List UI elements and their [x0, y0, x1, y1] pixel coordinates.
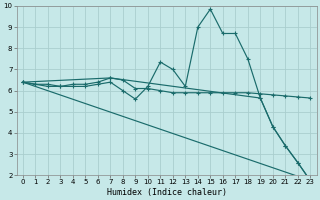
- X-axis label: Humidex (Indice chaleur): Humidex (Indice chaleur): [107, 188, 227, 197]
